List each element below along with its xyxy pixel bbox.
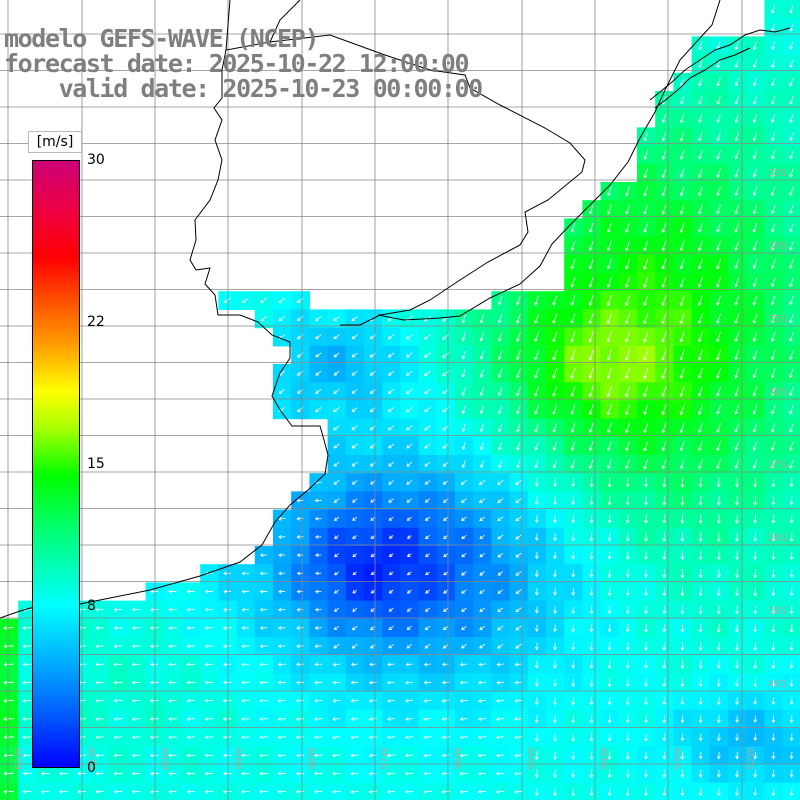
latitude-label: 35S (768, 314, 787, 325)
latitude-label: 36S (768, 387, 787, 398)
latitude-label: 33S (768, 168, 787, 179)
longitude-label: 55W (526, 747, 537, 770)
longitude-label: 57W (380, 747, 391, 770)
latitude-label: 39S (768, 606, 787, 617)
model-title: modelo GEFS-WAVE (NCEP) (4, 24, 319, 53)
coastline (0, 0, 791, 619)
latitude-label: 38S (768, 533, 787, 544)
longitude-label: 59W (234, 747, 245, 770)
latitude-label: 40S (768, 679, 787, 690)
longitude-label: 56W (453, 747, 464, 770)
latitude-labels: 33S 34S 35S 36S 37S 38S 39S 40S (768, 168, 787, 690)
longitude-label: 58W (307, 747, 318, 770)
title-block: modelo GEFS-WAVE (NCEP) forecast date: 2… (4, 24, 484, 103)
longitude-labels: 62W61W60W59W58W57W56W55W54W53W52W51W (14, 747, 757, 770)
longitude-label: 53W (673, 747, 684, 770)
longitude-label: 54W (600, 747, 611, 770)
longitude-label: 62W (14, 747, 25, 770)
longitude-label: 60W (160, 747, 171, 770)
latitude-label: 34S (768, 241, 787, 252)
valid-date: valid date: 2025-10-23 00:00:00 (4, 74, 484, 103)
latitude-label: 37S (768, 460, 787, 471)
longitude-label: 61W (87, 747, 98, 770)
wind-vectors (3, 5, 794, 797)
longitude-label: 52W (746, 747, 757, 770)
forecast-date: forecast date: 2025-10-22 12:00:00 (4, 49, 470, 78)
